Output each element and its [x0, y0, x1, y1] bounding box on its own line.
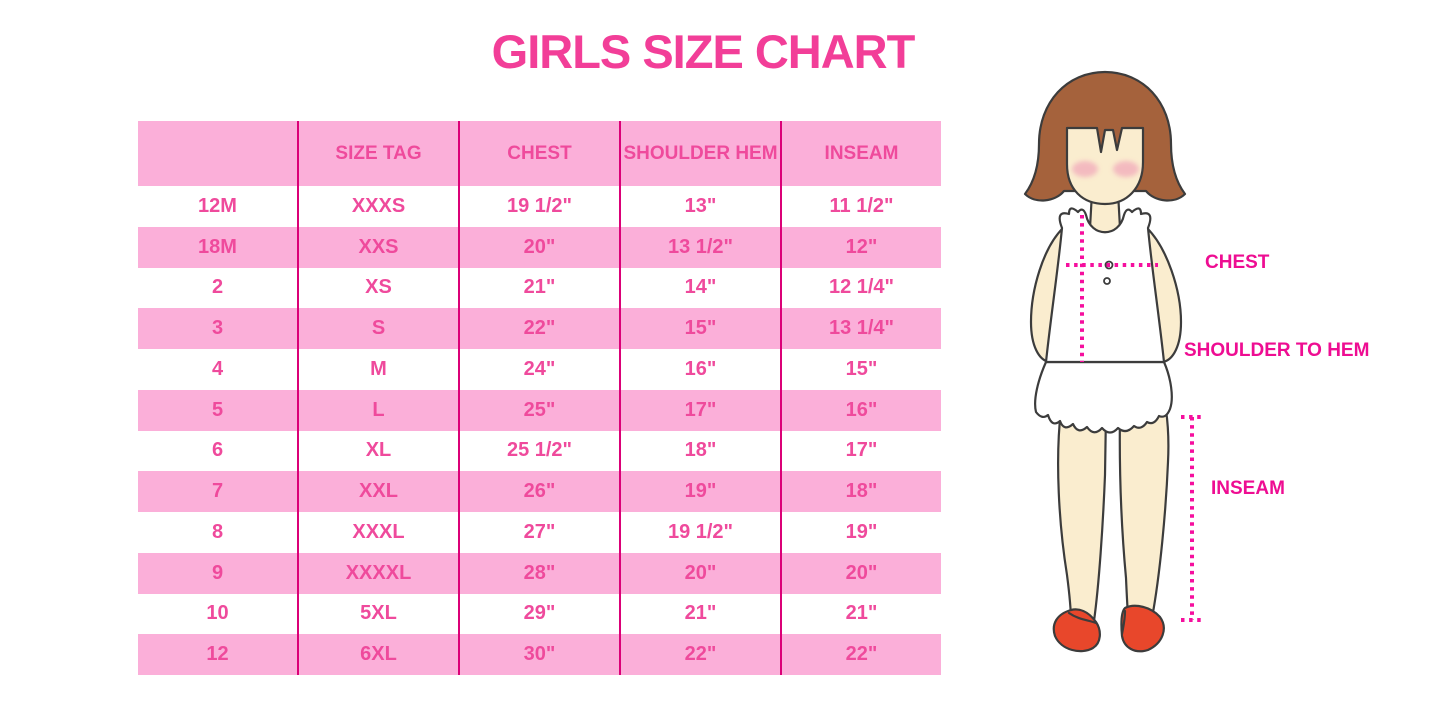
table-row: 5 L 25" 17" 16": [138, 389, 941, 431]
size-table-header: SIZE TAG CHEST SHOULDER HEM INSEAM: [138, 121, 941, 186]
table-cell: XXXS: [297, 186, 459, 227]
table-cell: 20": [619, 552, 781, 594]
shoe-right: [1120, 604, 1165, 653]
leg-right: [1118, 408, 1170, 626]
table-row: 9 XXXXL 28" 20" 20": [138, 552, 941, 594]
header-cell: [138, 121, 298, 186]
table-cell: 26": [458, 471, 620, 512]
table-row: 18M XXS 20" 13 1/2" 12": [138, 226, 941, 268]
table-cell: 29": [458, 593, 620, 635]
table-cell: 12 1/4": [780, 267, 941, 309]
table-cell: 16": [619, 349, 781, 390]
header-cell: INSEAM: [780, 121, 941, 186]
table-cell: XL: [297, 430, 459, 472]
table-cell: 13 1/4": [780, 308, 941, 349]
header-row: SIZE TAG CHEST SHOULDER HEM INSEAM: [138, 121, 941, 186]
table-cell: 18M: [138, 226, 298, 268]
table-cell: 21": [780, 593, 941, 635]
skirt: [1034, 360, 1173, 434]
table-cell: 4: [138, 349, 298, 390]
table-cell: 21": [619, 593, 781, 635]
table-row: 3 S 22" 15" 13 1/4": [138, 308, 941, 349]
shoulder-to-hem-label: SHOULDER TO HEM: [1184, 340, 1370, 361]
size-table-body: 12M XXXS 19 1/2" 13" 11 1/2" 18M XXS 20" 13 1/2"…: [138, 186, 941, 675]
table-cell: 27": [458, 512, 620, 553]
table-cell: 8: [138, 512, 298, 553]
page-title: GIRLS SIZE CHART: [491, 25, 916, 78]
inseam-label: INSEAM: [1211, 478, 1285, 499]
shoe-right-strap: [1120, 609, 1127, 636]
table-cell: XXXXL: [297, 552, 459, 594]
table-row: 10 5XL 29" 21" 21": [138, 593, 941, 635]
table-cell: 11 1/2": [780, 186, 941, 227]
table-cell: XXL: [297, 471, 459, 512]
table-cell: 14": [619, 267, 781, 309]
chest-label: CHEST: [1205, 252, 1270, 273]
table-cell: 22": [619, 634, 781, 675]
table-row: 12 6XL 30" 22" 22": [138, 634, 941, 675]
table-cell: 25": [458, 389, 620, 431]
header-cell: CHEST: [458, 121, 620, 186]
table-cell: 28": [458, 552, 620, 594]
table-cell: 15": [780, 349, 941, 390]
table-cell: 17": [619, 389, 781, 431]
table-cell: M: [297, 349, 459, 390]
table-row: 4 M 24" 16" 15": [138, 349, 941, 390]
table-cell: 2: [138, 267, 298, 309]
table-cell: 25 1/2": [458, 430, 620, 472]
table-cell: S: [297, 308, 459, 349]
table-cell: 3: [138, 308, 298, 349]
table-cell: 18": [619, 430, 781, 472]
header-cell: SIZE TAG: [297, 121, 459, 186]
table-cell: 13": [619, 186, 781, 227]
table-row: 2 XS 21" 14" 12 1/4": [138, 267, 941, 309]
table-cell: 17": [780, 430, 941, 472]
face: [1065, 126, 1145, 206]
table-row: 6 XL 25 1/2" 18" 17": [138, 430, 941, 472]
table-cell: 12": [780, 226, 941, 268]
table-cell: XS: [297, 267, 459, 309]
blush-right: [1113, 161, 1139, 177]
header-cell: SHOULDER HEM: [619, 121, 781, 186]
leg-left: [1057, 408, 1108, 627]
table-row: 7 XXL 26" 19" 18": [138, 471, 941, 512]
shoe-left-strap: [1067, 611, 1098, 625]
table-cell: XXS: [297, 226, 459, 268]
girls-size-table: SIZE TAG CHEST SHOULDER HEM INSEAM 12M XXXS 1…: [138, 121, 941, 675]
table-cell: 12: [138, 634, 298, 675]
table-cell: 10: [138, 593, 298, 635]
table-cell: 7: [138, 471, 298, 512]
table-cell: L: [297, 389, 459, 431]
button-bottom: [1103, 277, 1111, 285]
table-cell: 6: [138, 430, 298, 472]
table-cell: 12M: [138, 186, 298, 227]
table-cell: 24": [458, 349, 620, 390]
girl-illustration: [1023, 70, 1203, 653]
table-cell: 13 1/2": [619, 226, 781, 268]
table-cell: 16": [780, 389, 941, 431]
table-cell: 20": [458, 226, 620, 268]
table-cell: 15": [619, 308, 781, 349]
table-cell: 19 1/2": [619, 512, 781, 553]
tank-top: [1044, 207, 1166, 364]
blush-left: [1072, 161, 1098, 177]
table-cell: 5: [138, 389, 298, 431]
table-cell: 19 1/2": [458, 186, 620, 227]
table-cell: 6XL: [297, 634, 459, 675]
table-cell: 30": [458, 634, 620, 675]
table-row: 12M XXXS 19 1/2" 13" 11 1/2": [138, 186, 941, 227]
table-cell: 22": [780, 634, 941, 675]
table-cell: 22": [458, 308, 620, 349]
table-cell: 19": [780, 512, 941, 553]
table-cell: 18": [780, 471, 941, 512]
table-cell: 20": [780, 552, 941, 594]
table-cell: 5XL: [297, 593, 459, 635]
table-cell: 21": [458, 267, 620, 309]
table-cell: 9: [138, 552, 298, 594]
table-cell: XXXL: [297, 512, 459, 553]
table-cell: 19": [619, 471, 781, 512]
table-row: 8 XXXL 27" 19 1/2" 19": [138, 512, 941, 553]
